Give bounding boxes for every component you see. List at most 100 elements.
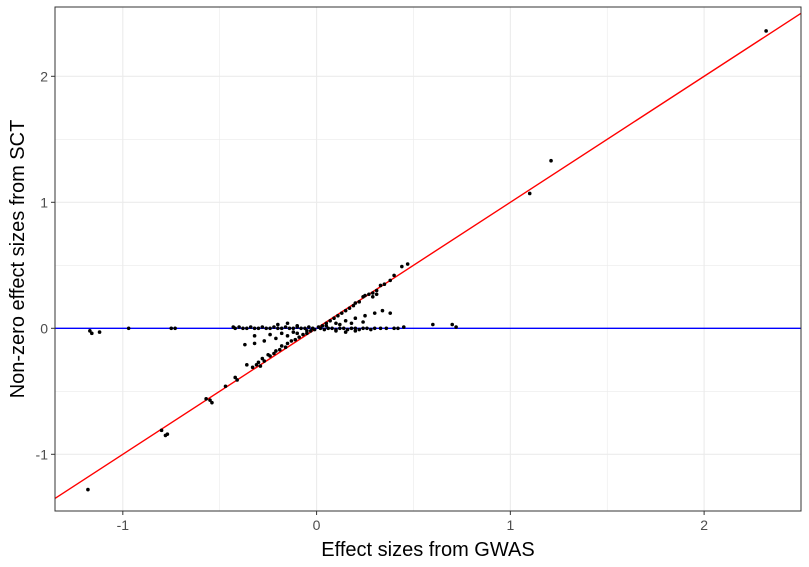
y-tick-label: 2	[40, 68, 48, 84]
data-point	[454, 325, 458, 329]
data-point	[374, 292, 379, 297]
data-point	[233, 375, 238, 380]
panel-border	[54, 6, 802, 512]
data-point	[400, 264, 404, 269]
data-point	[272, 351, 276, 356]
data-point	[243, 342, 247, 347]
data-point	[291, 330, 296, 334]
data-points	[86, 29, 768, 492]
data-point	[277, 347, 282, 352]
data-point	[353, 316, 358, 321]
data-point	[252, 341, 257, 346]
x-tick-label: 0	[313, 517, 321, 533]
data-point	[237, 325, 241, 329]
data-point	[293, 337, 298, 342]
data-point	[262, 339, 267, 343]
data-point	[268, 332, 272, 337]
data-point	[268, 326, 272, 331]
data-point	[233, 326, 238, 331]
data-point	[285, 334, 290, 338]
data-point	[324, 323, 329, 328]
data-point	[252, 326, 257, 331]
data-point	[303, 326, 307, 331]
data-point	[332, 316, 336, 321]
axis-ticks: -1 0 1 2 -1 0 1 2	[36, 68, 709, 533]
data-point	[392, 273, 396, 278]
data-point	[396, 326, 400, 331]
data-point	[256, 360, 261, 365]
data-point	[245, 363, 249, 367]
data-point	[301, 332, 305, 337]
data-point	[287, 326, 292, 331]
data-point	[295, 325, 300, 329]
data-point	[223, 384, 228, 389]
data-point	[318, 326, 323, 331]
data-point	[431, 322, 435, 327]
data-point	[264, 326, 269, 331]
data-point	[204, 397, 208, 401]
data-point	[308, 329, 313, 333]
y-tick-label: 0	[40, 320, 48, 336]
data-point	[361, 326, 365, 331]
data-point	[388, 278, 393, 283]
data-point	[173, 326, 177, 331]
data-point	[285, 321, 290, 326]
data-point	[165, 432, 170, 436]
data-point	[250, 365, 255, 370]
data-point	[289, 339, 294, 343]
data-point	[291, 326, 296, 331]
data-point	[241, 326, 245, 331]
data-point	[272, 325, 276, 329]
data-point	[334, 327, 338, 332]
data-point	[90, 331, 94, 336]
data-point	[285, 341, 290, 346]
data-point	[450, 322, 455, 327]
data-point	[343, 318, 348, 323]
data-point	[372, 311, 377, 315]
data-point	[268, 354, 272, 358]
data-point	[353, 301, 358, 305]
data-point	[347, 306, 352, 310]
data-point	[349, 321, 354, 326]
data-point	[260, 356, 265, 361]
data-point	[262, 359, 267, 363]
data-point	[365, 326, 369, 331]
data-point	[361, 320, 365, 324]
reference-lines	[54, 12, 802, 499]
y-tick-label: 1	[40, 194, 48, 210]
data-point	[283, 345, 288, 350]
data-point	[401, 325, 406, 329]
data-point	[549, 158, 553, 163]
data-point	[527, 191, 532, 196]
data-point	[320, 323, 325, 328]
data-point	[339, 311, 344, 315]
data-point	[88, 329, 92, 333]
data-point	[345, 327, 350, 332]
data-point	[353, 329, 358, 333]
data-point	[369, 327, 373, 332]
data-point	[276, 322, 280, 327]
data-point	[349, 326, 354, 331]
data-point	[299, 326, 303, 331]
data-point	[322, 327, 327, 332]
x-tick-label: 2	[700, 517, 708, 533]
data-point	[256, 326, 261, 331]
data-point	[252, 334, 257, 338]
data-point	[260, 325, 265, 329]
data-point	[330, 326, 334, 331]
data-point	[279, 331, 284, 336]
x-axis-title: Effect sizes from GWAS	[321, 539, 534, 561]
data-point	[338, 322, 342, 327]
data-point	[338, 326, 342, 331]
data-point	[276, 326, 280, 331]
data-point	[324, 321, 329, 326]
data-point	[169, 326, 174, 331]
data-point	[210, 400, 214, 405]
data-point	[380, 308, 385, 313]
data-point	[274, 336, 278, 341]
data-point	[258, 364, 263, 368]
data-point	[86, 487, 90, 492]
data-point	[405, 262, 410, 266]
data-point	[341, 326, 346, 331]
